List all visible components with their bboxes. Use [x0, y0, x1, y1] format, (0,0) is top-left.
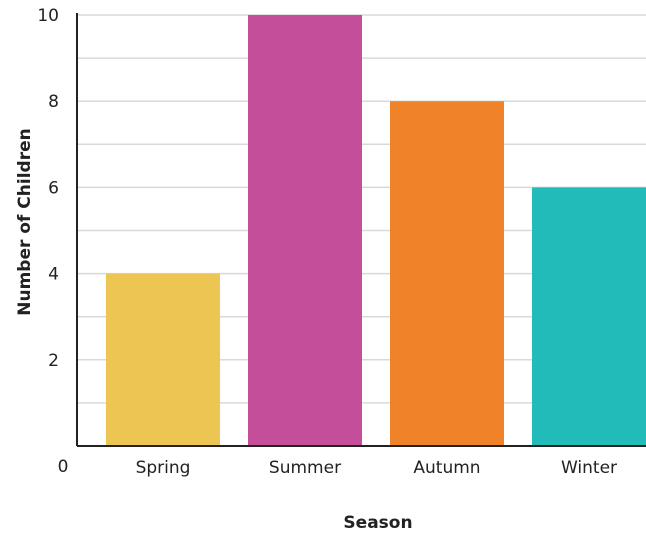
- bar-summer: [248, 15, 362, 446]
- tick-layer: 0 2 4 6 8 10: [37, 6, 68, 477]
- bar-spring: [106, 273, 220, 446]
- y-tick-label: 6: [48, 178, 59, 198]
- category-label-layer: Spring Summer Autumn Winter: [136, 458, 617, 478]
- x-axis-title: Season: [343, 513, 412, 533]
- y-tick-label: 4: [48, 265, 59, 285]
- y-tick-label: 2: [48, 351, 59, 371]
- y-tick-label: 0: [58, 457, 69, 477]
- x-tick-label: Winter: [561, 458, 617, 478]
- y-tick-label: 10: [37, 6, 59, 26]
- x-tick-label: Spring: [136, 458, 191, 478]
- axis-layer: [76, 13, 646, 447]
- bar-winter: [532, 187, 646, 446]
- x-tick-label: Autumn: [413, 458, 480, 478]
- y-axis-title: Number of Children: [15, 128, 35, 315]
- x-tick-label: Summer: [269, 458, 341, 478]
- bar-autumn: [390, 101, 504, 446]
- bar-layer: [106, 15, 646, 446]
- y-tick-label: 8: [48, 92, 59, 112]
